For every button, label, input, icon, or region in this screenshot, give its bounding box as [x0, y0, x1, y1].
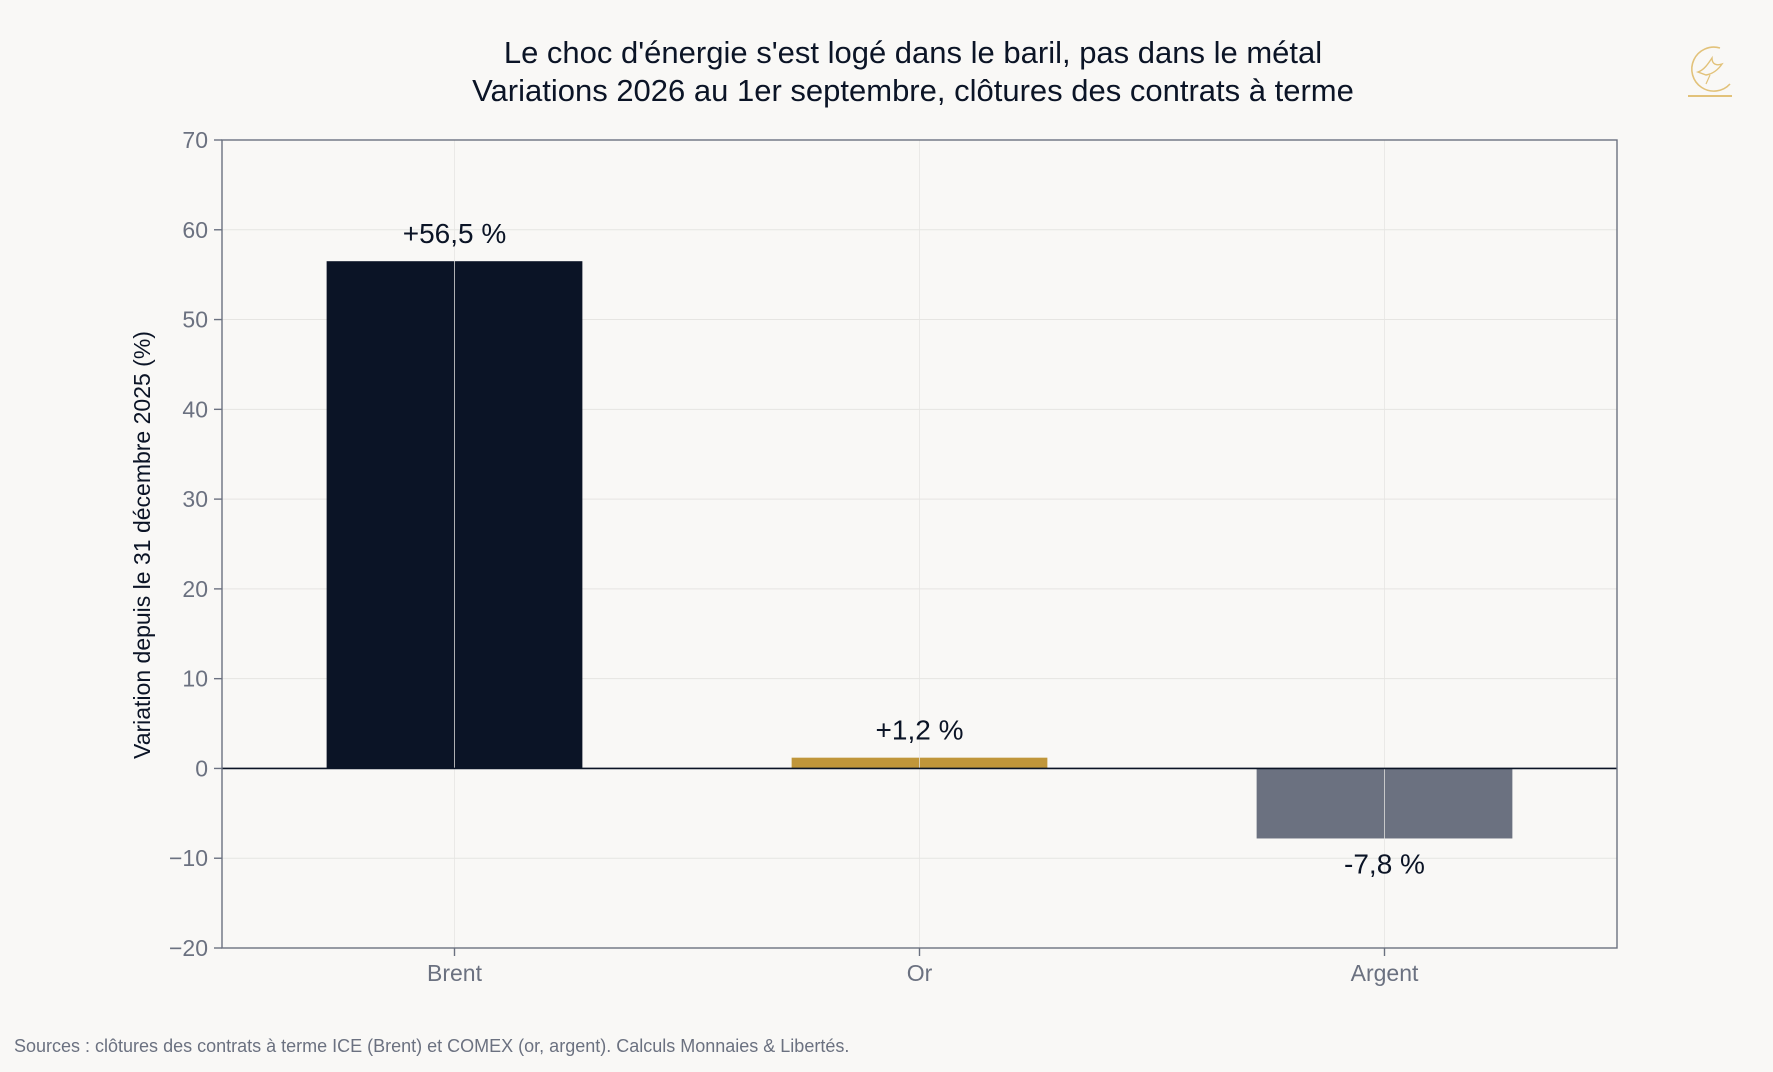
chart-subtitle: Variations 2026 au 1er septembre, clôtur…	[472, 73, 1354, 108]
chart-title: Le choc d'énergie s'est logé dans le bar…	[504, 35, 1322, 70]
y-tick-label: 20	[182, 576, 208, 602]
y-tick-label: 30	[182, 486, 208, 512]
category-label: Argent	[1351, 960, 1419, 986]
y-tick-label: −20	[169, 935, 208, 961]
data-label: -7,8 %	[1344, 848, 1425, 879]
y-tick-label: 50	[182, 307, 208, 333]
y-tick-label: 10	[182, 666, 208, 692]
bird-crest-icon	[1688, 46, 1732, 97]
source-note: Sources : clôtures des contrats à terme …	[14, 1036, 850, 1056]
y-tick-label: 0	[195, 755, 208, 781]
category-label: Brent	[427, 960, 483, 986]
category-label: Or	[907, 960, 933, 986]
plot-area: 70 60 50 40 30 20 10 0 −10 −20 Brent +56,5 % Or +1,2 …	[169, 127, 1618, 986]
data-label: +1,2 %	[876, 715, 964, 746]
y-axis-label: Variation depuis le 31 décembre 2025 (%)	[129, 331, 155, 759]
y-tick-label: 60	[182, 217, 208, 243]
y-tick-label: 40	[182, 396, 208, 422]
data-label: +56,5 %	[403, 218, 507, 249]
y-tick-label: −10	[169, 845, 208, 871]
y-tick-label: 70	[182, 127, 208, 153]
